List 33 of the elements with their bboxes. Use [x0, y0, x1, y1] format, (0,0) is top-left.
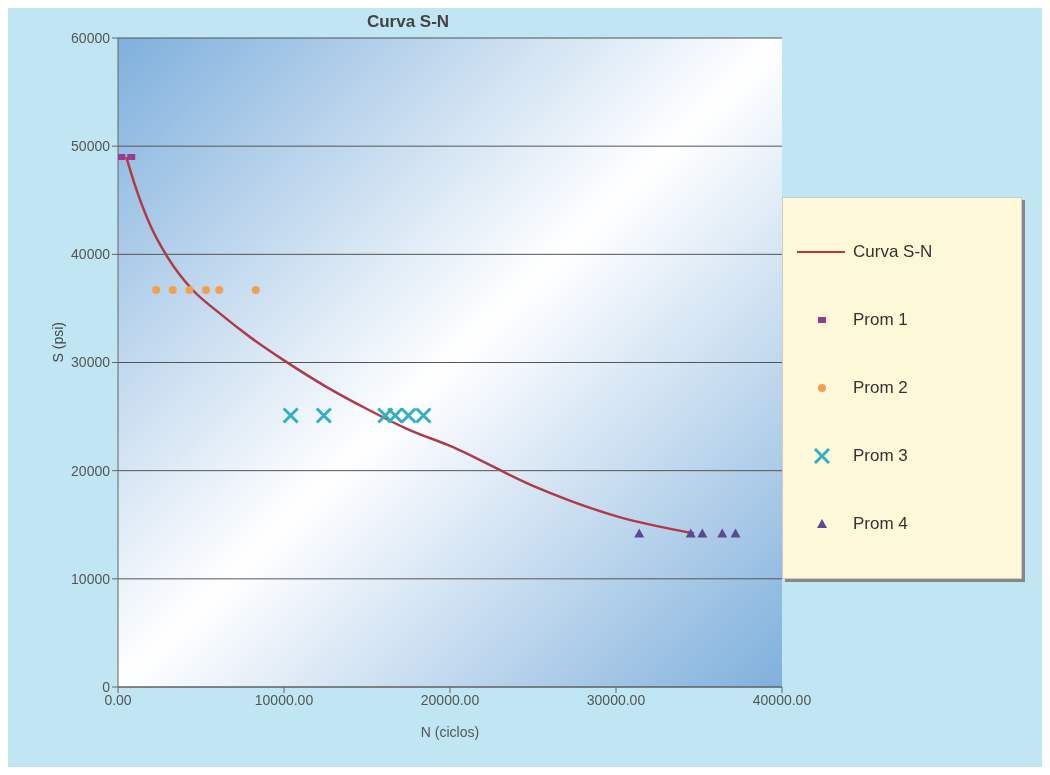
y-axis-title: S (psi)	[49, 322, 66, 363]
point	[118, 153, 126, 160]
y-tick-label: 10000	[71, 570, 111, 587]
point	[152, 286, 161, 295]
y-tick-label: 50000	[71, 138, 111, 155]
point	[315, 407, 333, 424]
x-tick-label: 30000.00	[586, 691, 646, 708]
x-tick-label: 10000.00	[254, 691, 314, 708]
point	[717, 528, 728, 538]
point	[251, 286, 260, 295]
x-tick-label: 20000.00	[420, 691, 480, 708]
legend-label: Prom 2	[853, 377, 908, 398]
legend-label: Prom 4	[853, 513, 908, 534]
point	[201, 286, 210, 295]
chart-title: Curva S-N	[366, 12, 450, 31]
point	[634, 528, 645, 538]
point	[168, 286, 177, 295]
point	[282, 407, 300, 424]
y-tick-label: 60000	[71, 29, 111, 46]
point	[697, 528, 708, 538]
legend-label: Prom 3	[853, 445, 908, 466]
x-axis-title: N (ciclos)	[420, 724, 480, 740]
y-tick-label: 40000	[71, 246, 111, 263]
point	[215, 286, 224, 295]
legend-label: Curva S-N	[853, 241, 933, 262]
y-tick-label: 20000	[71, 462, 111, 479]
y-tick-label: 30000	[71, 354, 111, 371]
point	[127, 153, 136, 160]
legend-label: Prom 1	[853, 309, 908, 330]
point	[730, 528, 741, 538]
point	[685, 528, 696, 538]
point	[185, 286, 194, 295]
x-tick-label: 40000.00	[752, 691, 812, 708]
